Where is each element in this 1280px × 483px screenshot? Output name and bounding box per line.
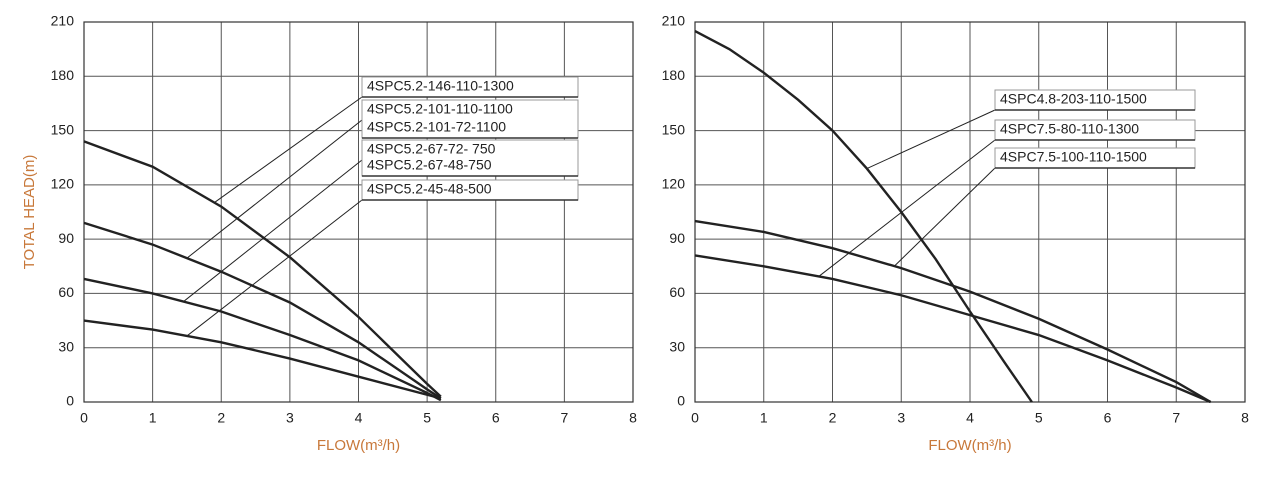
- y-tick-label: 60: [669, 284, 685, 300]
- y-tick-label: 30: [58, 338, 74, 354]
- curve: [83, 319, 442, 400]
- series-label: 4SPC5.2-101-72-1100: [367, 119, 506, 135]
- x-axis-label: FLOW(m³/h): [928, 437, 1011, 454]
- curve: [694, 254, 1212, 404]
- y-tick-label: 120: [51, 176, 75, 192]
- series-label: 4SPC7.5-100-110-1500: [1000, 149, 1147, 165]
- series-label: 4SPC5.2-101-110-1100: [367, 101, 513, 117]
- y-tick-label: 180: [51, 67, 75, 83]
- y-axis-label: TOTAL HEAD(m): [21, 155, 38, 270]
- x-tick-label: 3: [897, 410, 905, 426]
- x-tick-label: 8: [629, 410, 637, 426]
- leader-line: [866, 109, 996, 170]
- x-tick-label: 2: [829, 410, 837, 426]
- y-tick-label: 210: [662, 13, 686, 29]
- x-tick-label: 8: [1241, 410, 1249, 426]
- leader-line: [186, 199, 363, 337]
- curve: [83, 221, 442, 400]
- x-tick-label: 3: [286, 410, 294, 426]
- x-tick-label: 1: [760, 410, 768, 426]
- y-tick-label: 60: [58, 284, 74, 300]
- x-tick-label: 5: [1035, 410, 1043, 426]
- series-label: 4SPC5.2-146-110-1300: [367, 78, 514, 94]
- y-tick-label: 120: [662, 176, 686, 192]
- y-tick-label: 180: [662, 67, 686, 83]
- x-tick-label: 4: [355, 410, 363, 426]
- series-label: 4SPC5.2-67-48-750: [367, 157, 492, 173]
- y-tick-label: 30: [669, 338, 685, 354]
- x-tick-label: 5: [423, 410, 431, 426]
- leader-line: [214, 96, 363, 203]
- leader-line: [894, 167, 996, 267]
- y-tick-label: 0: [66, 393, 74, 409]
- x-axis-label: FLOW(m³/h): [317, 437, 400, 454]
- series-label: 4SPC7.5-80-110-1300: [1000, 121, 1139, 137]
- curve: [83, 140, 442, 398]
- x-tick-label: 0: [80, 410, 88, 426]
- curve: [694, 219, 1212, 404]
- leader-line: [183, 159, 363, 302]
- x-tick-label: 6: [492, 410, 500, 426]
- y-tick-label: 150: [662, 121, 686, 137]
- series-label: 4SPC4.8-203-110-1500: [1000, 91, 1147, 107]
- y-tick-label: 0: [677, 393, 685, 409]
- curve: [83, 277, 442, 402]
- x-tick-label: 1: [149, 410, 157, 426]
- y-tick-label: 90: [669, 230, 685, 246]
- plot-frame: [83, 21, 634, 403]
- x-tick-label: 2: [217, 410, 225, 426]
- label-box: [361, 99, 579, 139]
- series-label: 4SPC5.2-45-48-500: [367, 181, 492, 197]
- leader-line: [818, 139, 996, 277]
- y-tick-label: 150: [51, 121, 75, 137]
- x-tick-label: 0: [691, 410, 699, 426]
- y-tick-label: 90: [58, 230, 74, 246]
- x-tick-label: 4: [966, 410, 974, 426]
- x-tick-label: 6: [1104, 410, 1112, 426]
- x-tick-label: 7: [1172, 410, 1180, 426]
- leader-line: [186, 119, 363, 259]
- curve: [694, 29, 1033, 403]
- series-label: 4SPC5.2-67-72- 750: [367, 141, 496, 157]
- x-tick-label: 7: [560, 410, 568, 426]
- y-tick-label: 210: [51, 13, 75, 29]
- label-box: [361, 139, 579, 177]
- plot-frame: [694, 21, 1246, 403]
